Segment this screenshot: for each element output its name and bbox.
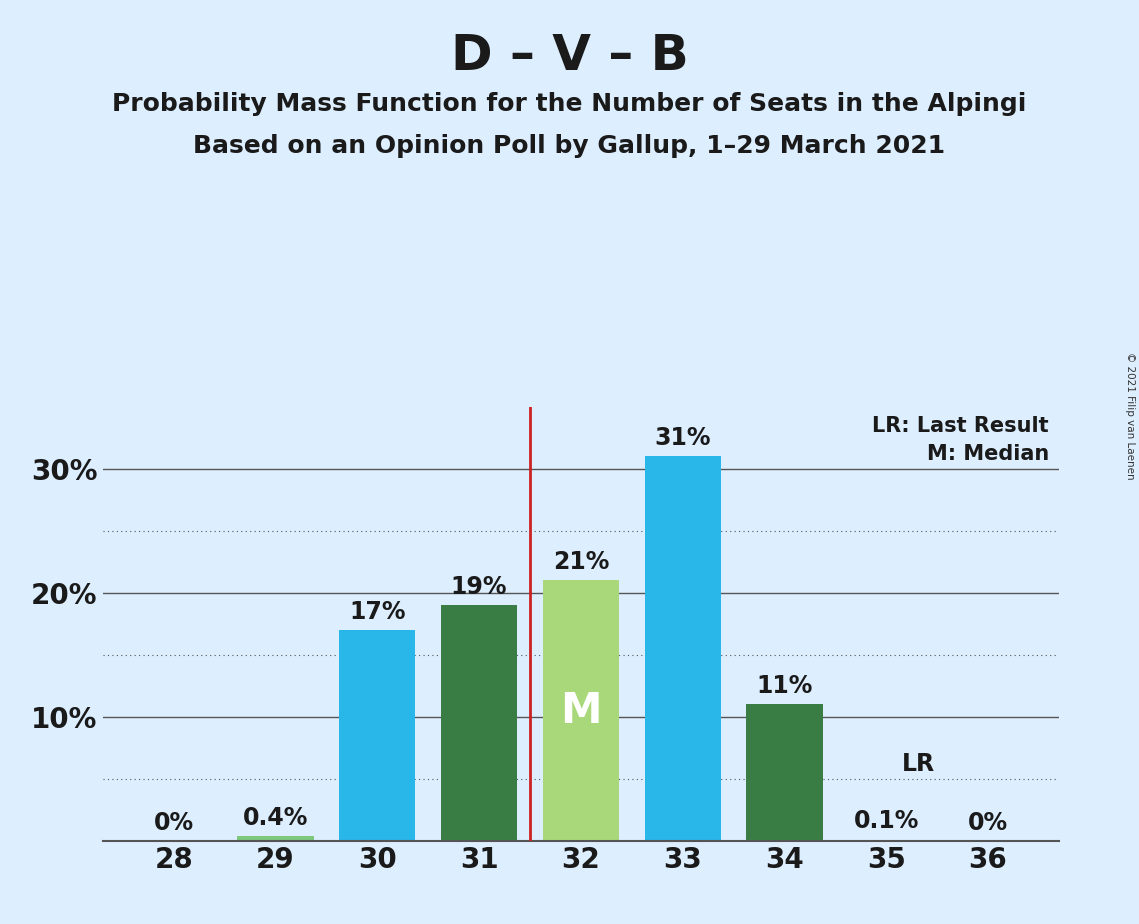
Bar — [849, 840, 925, 841]
Bar — [339, 630, 416, 841]
Text: M: Median: M: Median — [927, 444, 1049, 464]
Text: LR: Last Result: LR: Last Result — [872, 417, 1049, 436]
Text: Probability Mass Function for the Number of Seats in the Alpingi: Probability Mass Function for the Number… — [113, 92, 1026, 116]
Text: 0.4%: 0.4% — [243, 806, 309, 830]
Bar — [645, 456, 721, 841]
Text: 0.1%: 0.1% — [853, 809, 919, 833]
Text: D – V – B: D – V – B — [451, 32, 688, 80]
Text: 19%: 19% — [451, 575, 507, 599]
Text: 31%: 31% — [655, 426, 711, 450]
Bar — [441, 605, 517, 841]
Text: LR: LR — [901, 752, 935, 776]
Text: 21%: 21% — [552, 550, 609, 574]
Text: 17%: 17% — [349, 600, 405, 624]
Text: © 2021 Filip van Laenen: © 2021 Filip van Laenen — [1125, 352, 1134, 480]
Text: Based on an Opinion Poll by Gallup, 1–29 March 2021: Based on an Opinion Poll by Gallup, 1–29… — [194, 134, 945, 158]
Bar — [746, 704, 822, 841]
Text: 11%: 11% — [756, 675, 812, 699]
Text: 0%: 0% — [968, 810, 1008, 834]
Bar — [237, 836, 313, 841]
Text: M: M — [560, 689, 601, 732]
Bar — [542, 580, 620, 841]
Text: 0%: 0% — [154, 810, 194, 834]
